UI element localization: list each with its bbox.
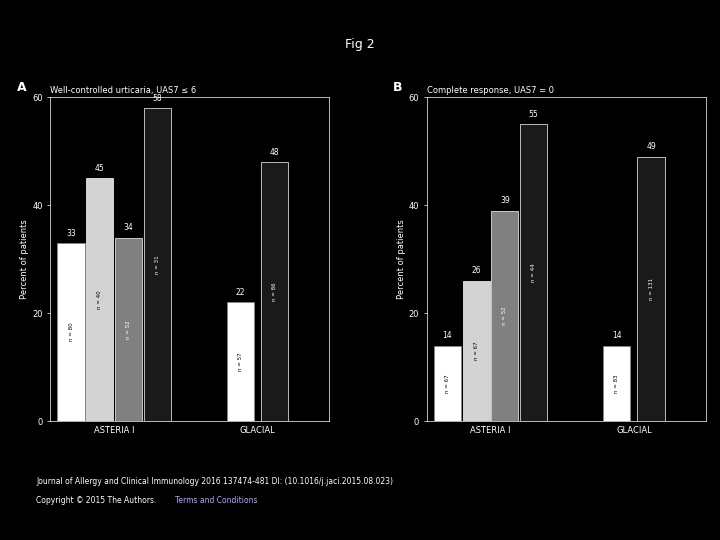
Text: n = 67: n = 67 <box>445 374 450 393</box>
Text: 33: 33 <box>66 228 76 238</box>
Bar <box>462 281 490 421</box>
Text: Fig 2: Fig 2 <box>345 38 375 51</box>
Text: 26: 26 <box>472 266 481 275</box>
Text: n = 83: n = 83 <box>614 374 619 393</box>
Text: B: B <box>393 81 402 94</box>
Bar <box>603 346 630 421</box>
Text: Copyright © 2015 The Authors.: Copyright © 2015 The Authors. <box>36 496 158 505</box>
Text: Journal of Allergy and Clinical Immunology 2016 137474-481 DI: (10.1016/j.jaci.2: Journal of Allergy and Clinical Immunolo… <box>36 477 393 486</box>
Text: 49: 49 <box>647 142 656 151</box>
Y-axis label: Percent of patients: Percent of patients <box>397 219 406 299</box>
Text: Well-controlled urticaria, UAS7 ≤ 6: Well-controlled urticaria, UAS7 ≤ 6 <box>50 86 197 95</box>
Bar <box>86 178 114 421</box>
Bar <box>227 302 254 421</box>
Bar <box>143 108 171 421</box>
Text: n = 31: n = 31 <box>155 255 160 274</box>
Text: A: A <box>17 81 27 94</box>
Text: 14: 14 <box>443 331 452 340</box>
Bar <box>637 157 665 421</box>
Text: n = 40: n = 40 <box>97 291 102 309</box>
Text: 39: 39 <box>500 196 510 205</box>
Text: n = 44: n = 44 <box>531 264 536 282</box>
Text: 14: 14 <box>612 331 621 340</box>
Text: n = 86: n = 86 <box>272 282 277 301</box>
Bar <box>520 124 547 421</box>
Text: 45: 45 <box>95 164 104 173</box>
Text: 48: 48 <box>270 147 279 157</box>
Text: Complete response, UAS7 = 0: Complete response, UAS7 = 0 <box>427 86 554 95</box>
Text: n = 67: n = 67 <box>474 342 479 360</box>
Text: 55: 55 <box>528 110 539 119</box>
Bar <box>115 238 142 421</box>
Bar <box>491 211 518 421</box>
Text: n = 80: n = 80 <box>68 323 73 341</box>
Text: n = 131: n = 131 <box>649 278 654 300</box>
Text: 58: 58 <box>153 93 162 103</box>
Bar <box>58 243 85 421</box>
Y-axis label: Percent of patients: Percent of patients <box>20 219 30 299</box>
Text: n = 57: n = 57 <box>238 353 243 371</box>
Bar <box>261 162 288 421</box>
Text: n = 52: n = 52 <box>503 307 508 325</box>
Text: n = 52: n = 52 <box>126 320 131 339</box>
Bar <box>434 346 461 421</box>
Text: 22: 22 <box>235 288 245 297</box>
Text: Terms and Conditions: Terms and Conditions <box>175 496 258 505</box>
Text: 34: 34 <box>124 223 133 232</box>
